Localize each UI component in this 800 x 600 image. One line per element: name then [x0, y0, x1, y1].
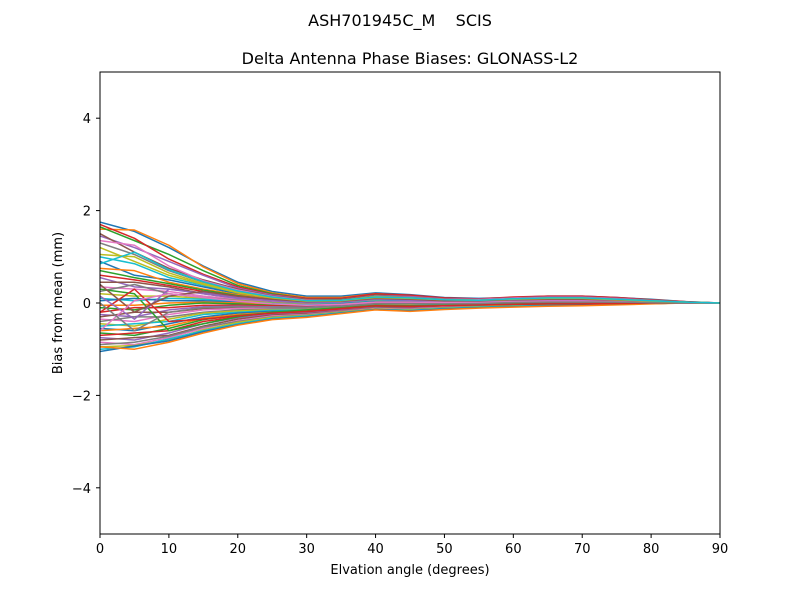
x-tick-label: 80 [643, 542, 660, 557]
x-axis-label: Elvation angle (degrees) [330, 563, 489, 578]
y-tick-label: 4 [83, 112, 91, 127]
axes-frame [99, 71, 721, 535]
x-tick-label: 50 [436, 542, 453, 557]
series-line-s4 [100, 223, 720, 304]
x-tick-label: 0 [96, 542, 104, 557]
x-axis-ticks: 0 10 20 30 40 50 60 70 80 90 [96, 534, 728, 557]
series-line-s50 [100, 251, 720, 304]
y-tick-label: 2 [83, 205, 91, 220]
x-tick-label: 40 [367, 542, 384, 557]
x-tick-label: 20 [230, 542, 247, 557]
series-line-s48 [100, 301, 720, 332]
x-tick-label: 30 [298, 542, 315, 557]
y-tick-label: −4 [72, 482, 91, 497]
x-tick-label: 70 [574, 542, 591, 557]
suptitle: ASH701945C_M SCIS [308, 11, 492, 31]
y-tick-label: −2 [72, 389, 91, 404]
series-layer [100, 221, 720, 353]
y-tick-label: 0 [83, 297, 91, 312]
chart-title: Delta Antenna Phase Biases: GLONASS-L2 [242, 49, 579, 68]
series-line-s42 [100, 302, 720, 350]
y-axis-label: Bias from mean (mm) [51, 232, 66, 374]
x-tick-label: 60 [505, 542, 522, 557]
series-line-s44 [100, 288, 720, 323]
x-tick-label: 10 [161, 542, 178, 557]
x-tick-label: 90 [712, 542, 729, 557]
y-axis-ticks: −4 −2 0 2 4 [72, 112, 100, 497]
